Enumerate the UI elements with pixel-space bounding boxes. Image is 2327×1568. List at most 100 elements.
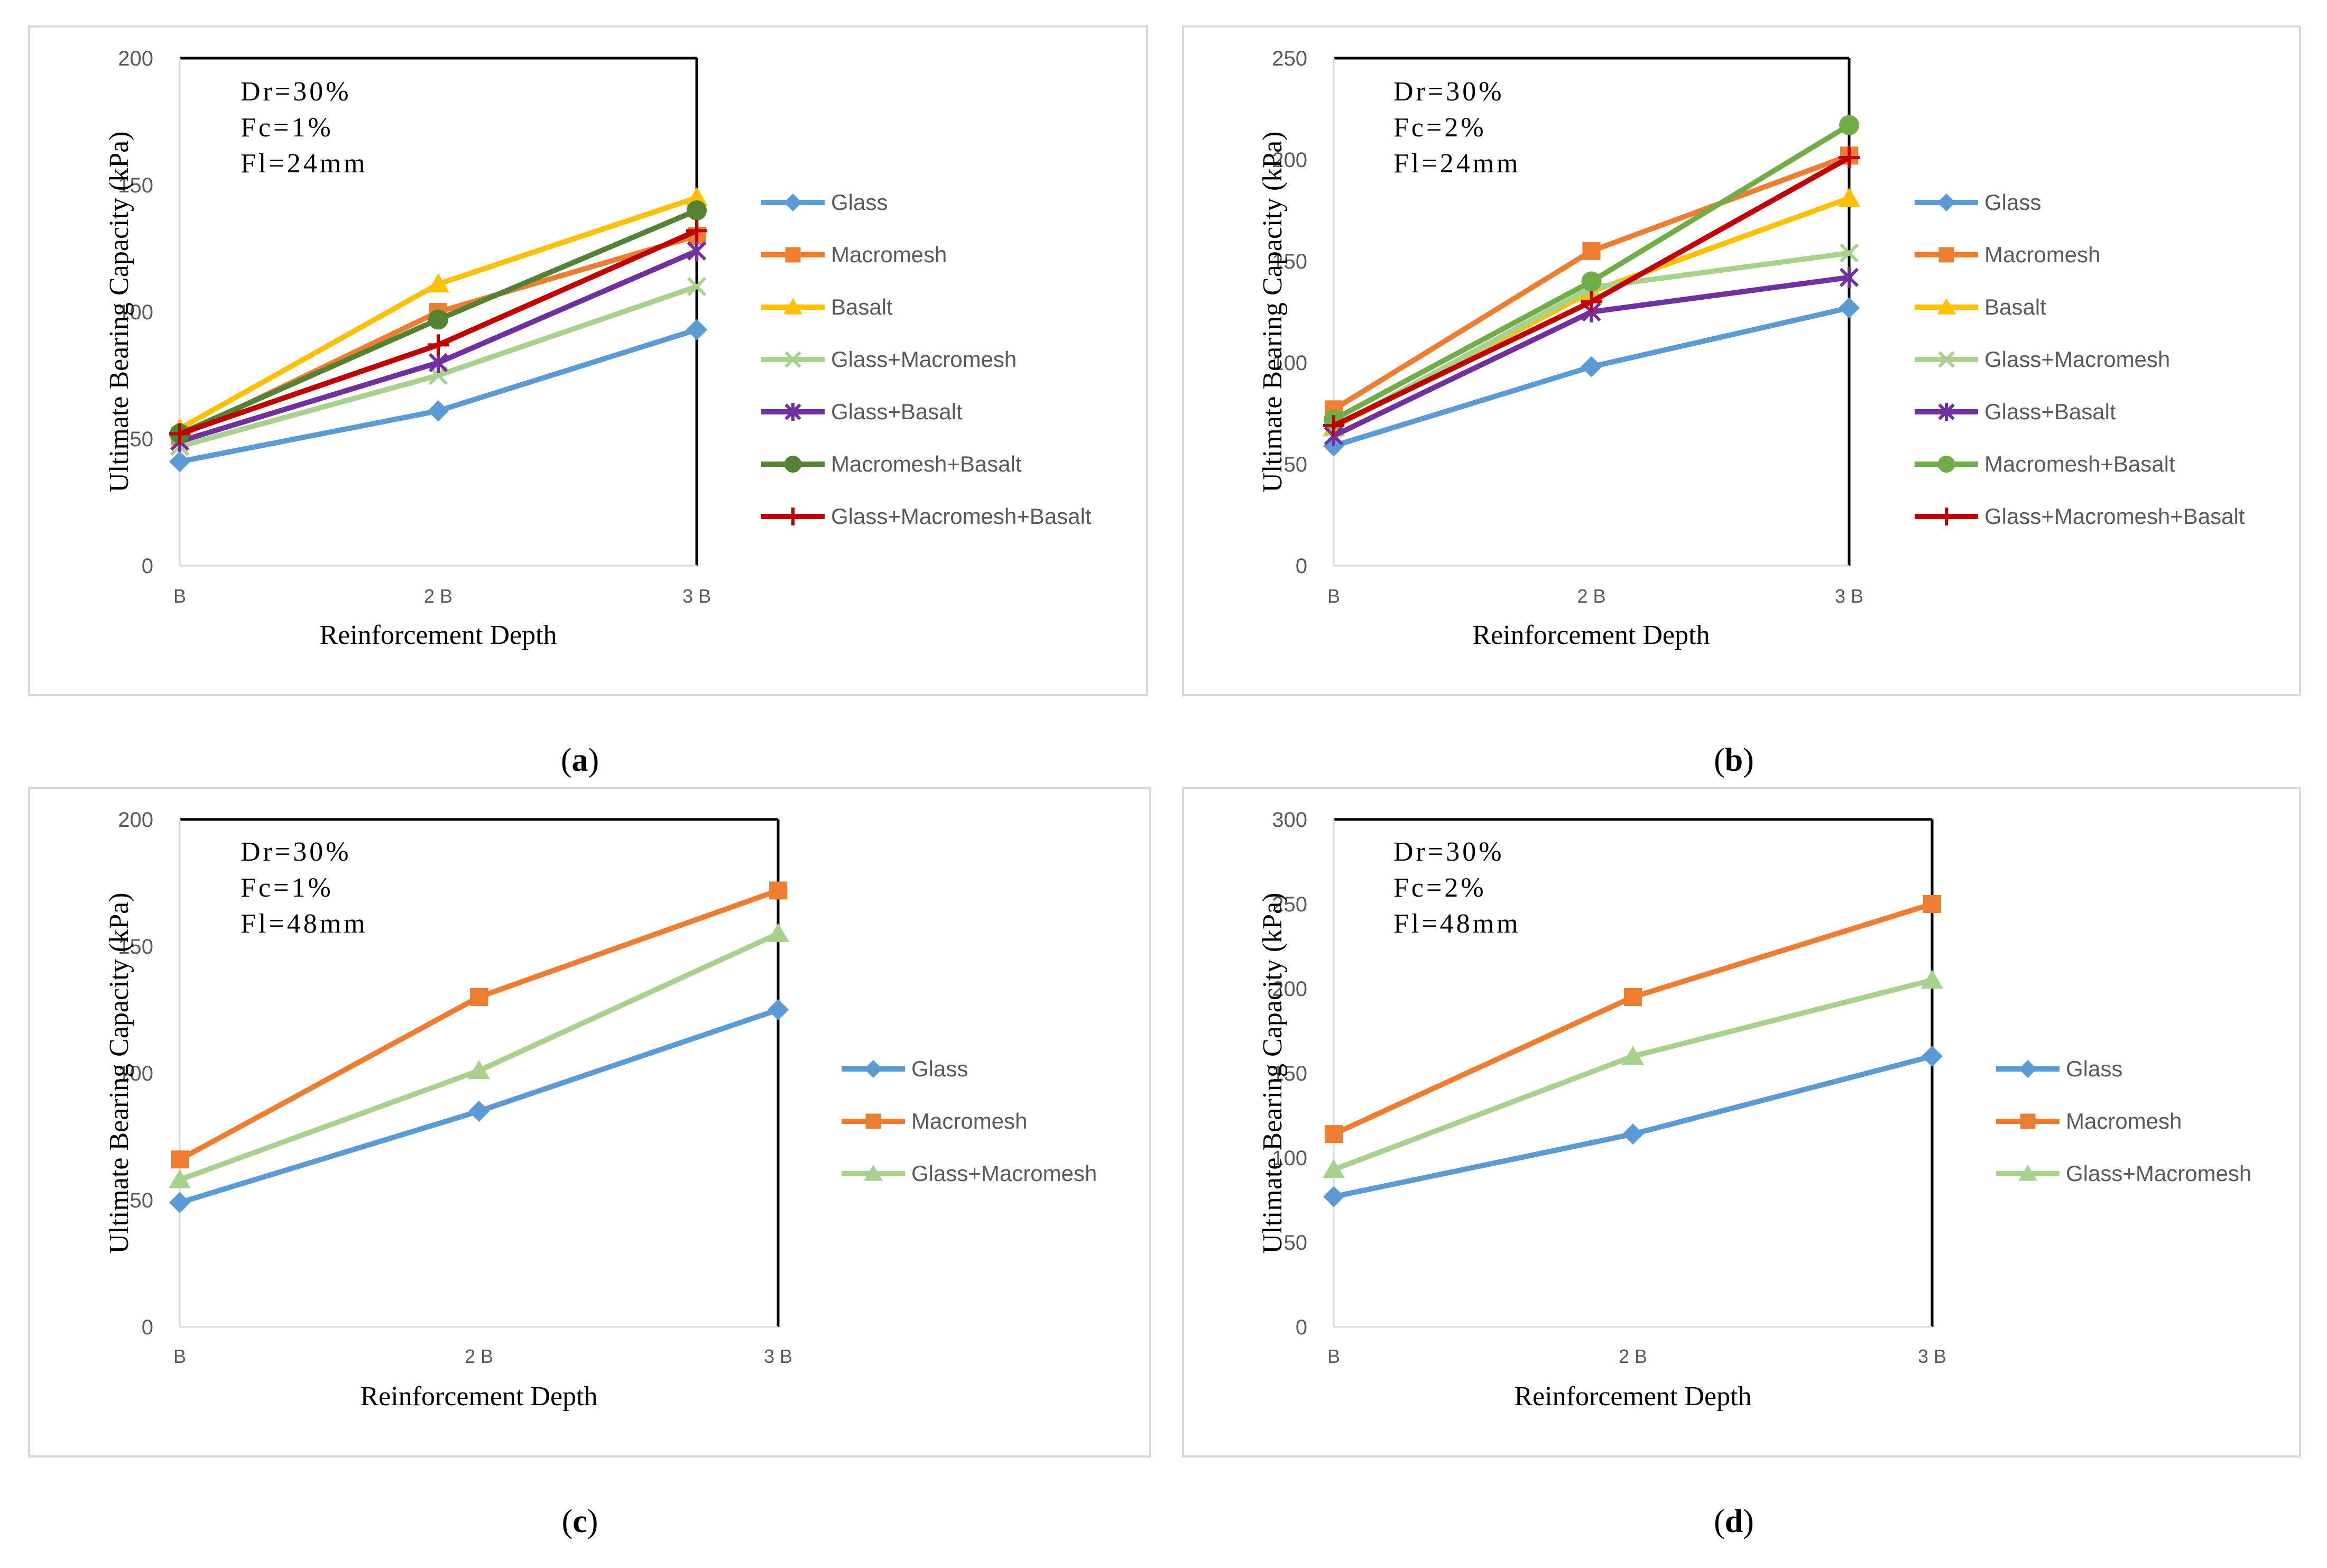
y-tick-label: 50: [130, 428, 154, 451]
legend: Glass Macromesh Basalt Glass+Macromesh Glass…: [761, 190, 1092, 529]
legend: Glass Macromesh Glass+Macromesh: [842, 1056, 1097, 1186]
data-point: [171, 1150, 189, 1169]
x-tick-label: 2 B: [465, 1345, 493, 1367]
legend-entry-macromesh: Macromesh: [761, 242, 947, 267]
legend-entry-glass: Glass: [1915, 190, 2041, 215]
legend-label: Glass+Macromesh: [2066, 1161, 2251, 1186]
data-point: [169, 423, 190, 445]
chart-frame: [1182, 787, 2301, 1458]
data-point: [687, 200, 707, 220]
data-point: [427, 273, 449, 293]
legend-label: Glass: [2066, 1056, 2122, 1081]
legend-marker: [1937, 508, 1955, 525]
data-point: [1323, 1186, 1344, 1207]
series-glass-macromesh-basalt: [1323, 147, 1860, 437]
chart-frame: [1182, 25, 2301, 696]
y-axis-title: Ultimate Bearing Capacity (kPa): [104, 892, 134, 1253]
legend-label: Glass+Macromesh: [911, 1161, 1097, 1186]
data-point: [768, 999, 789, 1020]
data-point: [767, 923, 789, 942]
subfigure-label-d: d: [1725, 1504, 1743, 1539]
legend: Glass Macromesh Basalt Glass+Macromesh Glass…: [1915, 190, 2245, 529]
data-point: [1581, 271, 1602, 292]
legend-marker: [784, 193, 802, 211]
legend-marker: [1938, 351, 1955, 368]
legend-marker: [864, 1165, 883, 1181]
data-point: [1922, 1046, 1943, 1067]
data-point: [687, 276, 707, 297]
annotation-line: Dr=30%: [241, 77, 352, 107]
subfigure-label-c: c: [572, 1504, 587, 1539]
annotation-line: Fl=24mm: [1393, 149, 1521, 179]
data-point: [1839, 115, 1859, 135]
x-tick-label: B: [1327, 1345, 1340, 1367]
data-point: [686, 187, 708, 206]
data-point: [1839, 266, 1859, 288]
panel-a: 0 50 100 150 200 B 2 B 3 B Reinforcement Depth Ul…: [28, 25, 1148, 778]
series-glass: [1323, 1046, 1943, 1207]
legend-label: Glass+Macromesh: [831, 347, 1017, 372]
legend-entry-glass-basalt: Glass+Basalt: [1915, 399, 2116, 424]
legend-label: Glass+Basalt: [1984, 399, 2116, 424]
legend-label: Glass+Basalt: [831, 399, 963, 424]
legend-marker: [1937, 193, 1955, 211]
annotation-line: Dr=30%: [241, 837, 352, 867]
svg-text:(b): (b): [1714, 742, 1754, 778]
annotation-line: Fc=1%: [241, 113, 334, 143]
data-point: [686, 319, 707, 340]
annotation-line: Dr=30%: [1393, 837, 1504, 867]
legend-entry-macromesh-basalt: Macromesh+Basalt: [1915, 451, 2175, 476]
y-tick-label: 100: [118, 301, 153, 324]
series-glass: [169, 319, 707, 473]
legend-label: Basalt: [1984, 294, 2046, 319]
legend-label: Macromesh: [831, 242, 947, 267]
x-tick-label: 3 B: [764, 1345, 792, 1367]
legend-entry-glass-macromesh: Glass+Macromesh: [761, 347, 1017, 372]
y-tick-label: 50: [130, 1189, 154, 1212]
svg-text:(d): (d): [1714, 1504, 1754, 1539]
data-point: [470, 988, 488, 1006]
data-point: [169, 451, 190, 473]
x-axis-title: Reinforcement Depth: [1472, 620, 1710, 650]
legend-label: Glass+Macromesh: [1984, 347, 2170, 372]
data-point: [1838, 187, 1860, 207]
x-tick-label: B: [173, 1345, 186, 1367]
legend-marker: [1938, 403, 1955, 421]
data-point: [1581, 356, 1602, 377]
y-tick-label: 200: [1272, 977, 1307, 1001]
legend-label: Macromesh+Basalt: [831, 451, 1022, 476]
y-tick-label: 0: [1296, 555, 1307, 578]
x-axis-title: Reinforcement Depth: [1514, 1381, 1751, 1412]
y-tick-label: 200: [118, 808, 153, 832]
legend-entry-basalt: Basalt: [1915, 294, 2046, 319]
legend-entry-glass-macromesh: Glass+Macromesh: [842, 1161, 1097, 1186]
x-tick-label: 2 B: [424, 585, 453, 607]
y-tick-label: 100: [118, 1062, 153, 1085]
x-tick-label: B: [1327, 585, 1340, 607]
legend-entry-glass-macromesh: Glass+Macromesh: [1915, 347, 2170, 372]
data-point: [169, 1192, 190, 1213]
legend-entry-glass: Glass: [842, 1056, 968, 1081]
legend-marker: [864, 1060, 882, 1078]
legend-label: Macromesh: [1984, 242, 2100, 267]
y-tick-label: 250: [1272, 47, 1307, 70]
legend-entry-glass-macromesh-basalt: Glass+Macromesh+Basalt: [761, 504, 1092, 529]
annotation-line: Fl=24mm: [241, 149, 368, 179]
annotation-line: Fl=48mm: [241, 909, 368, 939]
y-tick-label: 150: [118, 935, 153, 958]
legend-label: Macromesh+Basalt: [1984, 451, 2175, 476]
y-axis-title: Ultimate Bearing Capacity (kPa): [1258, 892, 1288, 1253]
data-point: [1839, 297, 1860, 319]
legend-label: Macromesh: [911, 1109, 1027, 1133]
legend-label: Glass: [831, 190, 888, 215]
data-point: [428, 352, 448, 373]
chart-b: 0 50 100 150 200 250 B 2 B 3 B Reinforcement Dept…: [1258, 47, 2245, 650]
x-tick-label: 2 B: [1577, 585, 1605, 607]
legend-entry-macromesh: Macromesh: [1915, 242, 2100, 267]
y-axis-title: Ultimate Bearing Capacity (kPa): [1258, 131, 1288, 492]
series-macromesh: [171, 881, 787, 1169]
legend-marker: [865, 1113, 881, 1129]
data-point: [686, 220, 707, 242]
data-point: [428, 334, 449, 356]
legend-marker: [1937, 455, 1955, 473]
